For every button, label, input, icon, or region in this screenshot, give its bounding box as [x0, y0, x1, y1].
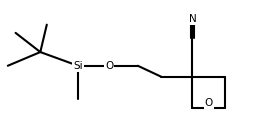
Text: Si: Si: [73, 61, 83, 71]
Text: O: O: [105, 61, 113, 71]
Text: O: O: [205, 98, 213, 108]
Text: N: N: [188, 14, 196, 24]
